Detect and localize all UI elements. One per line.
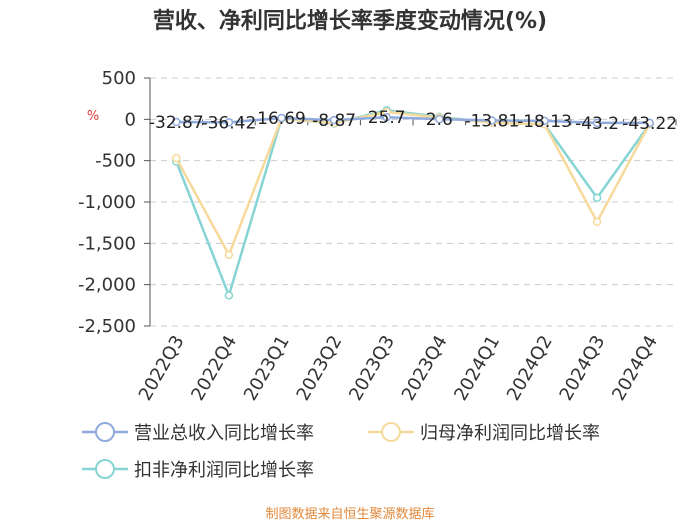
y-tick-label: -2,000	[78, 275, 136, 296]
data-point	[224, 118, 234, 127]
data-point	[487, 116, 497, 125]
data-point	[224, 250, 234, 260]
data-label: -43.22	[622, 114, 677, 134]
y-tick-label: -1,000	[78, 192, 136, 213]
data-label: 25.7	[368, 108, 406, 128]
data-label: -13.81	[464, 111, 519, 131]
data-label: -8.87	[312, 111, 356, 131]
data-label: 2.6	[426, 110, 453, 130]
data-point	[172, 153, 181, 163]
legend-label: 归母净利润同比增长率	[420, 423, 600, 444]
data-label: -32.87	[149, 113, 204, 133]
y-tick-label: 0	[125, 109, 136, 130]
data-point	[277, 113, 286, 123]
y-tick-label: 500	[102, 68, 136, 89]
data-labels: -32.87-36.42 16.69 -8.87 25.7 2.6 -13.81-18.1…	[149, 108, 677, 134]
x-tick-label: 2022Q3	[135, 332, 189, 404]
x-tick-label: 2023Q3	[345, 332, 399, 404]
chart-title: 营收、净利同比增长率季度变动情况(%)	[153, 8, 547, 34]
data-label: -18.13	[517, 112, 572, 132]
legend-swatch-marker	[95, 422, 115, 442]
legend-label: 营业总收入同比增长率	[134, 423, 314, 444]
data-point	[224, 291, 234, 300]
legend-label: 扣非净利润同比增长率	[134, 460, 314, 481]
source-note: 制图数据来自恒生聚源数据库	[265, 506, 434, 522]
data-point	[172, 117, 181, 127]
x-tick-label: 2023Q1	[240, 332, 294, 404]
data-point	[435, 114, 444, 124]
series-line	[175, 108, 651, 297]
x-tick-label: 2024Q3	[556, 332, 610, 404]
x-tick-label: 2022Q4	[187, 332, 241, 404]
x-tick-label: 2024Q1	[450, 332, 504, 404]
legend-swatch-marker	[95, 459, 115, 479]
data-label: -43.2	[575, 114, 619, 134]
data-point	[329, 115, 339, 125]
data-point	[592, 217, 602, 227]
x-tick-label: 2023Q2	[293, 332, 347, 404]
data-point	[540, 116, 549, 126]
data-point	[645, 118, 654, 128]
x-tick-label: 2024Q2	[503, 332, 557, 404]
x-tick-label: 2024Q4	[608, 332, 662, 404]
series-line	[176, 115, 650, 125]
legend-swatch-marker	[381, 422, 401, 442]
y-tick-label: -2,500	[78, 316, 136, 337]
x-tick-label: 2023Q4	[398, 332, 452, 404]
data-point	[382, 112, 391, 122]
data-point	[592, 193, 602, 203]
series-lines	[172, 105, 654, 300]
data-label: 16.69	[257, 109, 306, 129]
series-line	[175, 110, 651, 257]
data-label: -36.42	[201, 113, 256, 133]
data-point	[592, 118, 602, 128]
y-unit-label: %	[87, 109, 99, 124]
y-tick-label: -500	[95, 151, 136, 172]
y-tick-label: -1,500	[78, 233, 136, 254]
